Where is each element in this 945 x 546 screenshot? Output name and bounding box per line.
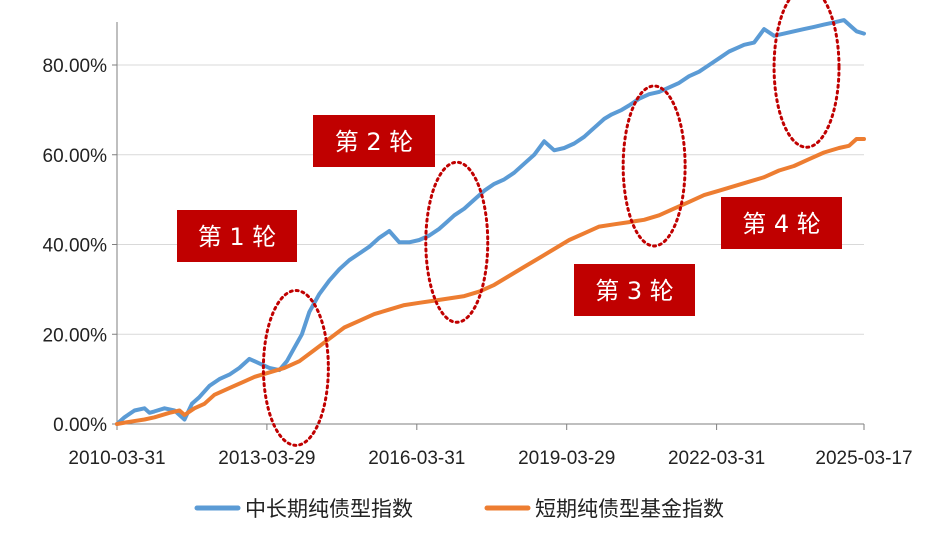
x-tick-label-5: 2025-03-17 [815,448,912,469]
legend-label-1: 短期纯债型基金指数 [535,497,724,521]
x-tick-label-2: 2016-03-31 [368,448,465,469]
y-tick-label-3: 60.00% [43,146,108,167]
annotation-box-4 [721,197,842,249]
series-lines [115,18,866,426]
round-annotations: 第 1 轮 第 2 轮第 3 轮 第 4 轮 [177,115,842,316]
y-axis-ticks: 0.00% 20.00% 40.00% 60.00% 80.00% [43,56,117,436]
x-tick-label-0: 2010-03-31 [68,448,165,469]
highlight-ellipse-3 [621,84,687,248]
series-line-0 [115,18,866,426]
y-tick-label-2: 40.00% [43,236,108,257]
highlight-ellipse-1 [261,288,330,447]
legend: 中长期纯债型指数 短期纯债型基金指数 [194,497,724,521]
annotation-box-3 [574,264,695,316]
annotation-box-2 [313,115,435,167]
y-tick-label-0: 0.00% [53,415,107,436]
highlight-ellipse-4 [772,0,841,149]
legend-label-0: 中长期纯债型指数 [245,497,413,521]
x-tick-label-3: 2019-03-29 [518,448,615,469]
axes [116,22,864,425]
annotation-label-2: 第 2 轮 [335,128,414,156]
annotation-box-1 [177,210,297,262]
highlight-ellipse-2 [424,160,490,324]
highlight-ellipses [261,0,841,447]
annotation-label-1: 第 1 轮 [198,223,277,251]
x-tick-label-1: 2013-03-29 [218,448,315,469]
annotation-label-4: 第 4 轮 [742,210,821,238]
y-tick-label-1: 20.00% [43,325,108,346]
x-tick-label-4: 2022-03-31 [668,448,765,469]
series-line-1 [115,137,866,426]
annotation-label-3: 第 3 轮 [595,277,674,305]
y-tick-label-4: 80.00% [43,56,108,77]
x-axis-ticks: 2010-03-31 2013-03-29 2016-03-31 2019-03-29… [68,424,913,469]
